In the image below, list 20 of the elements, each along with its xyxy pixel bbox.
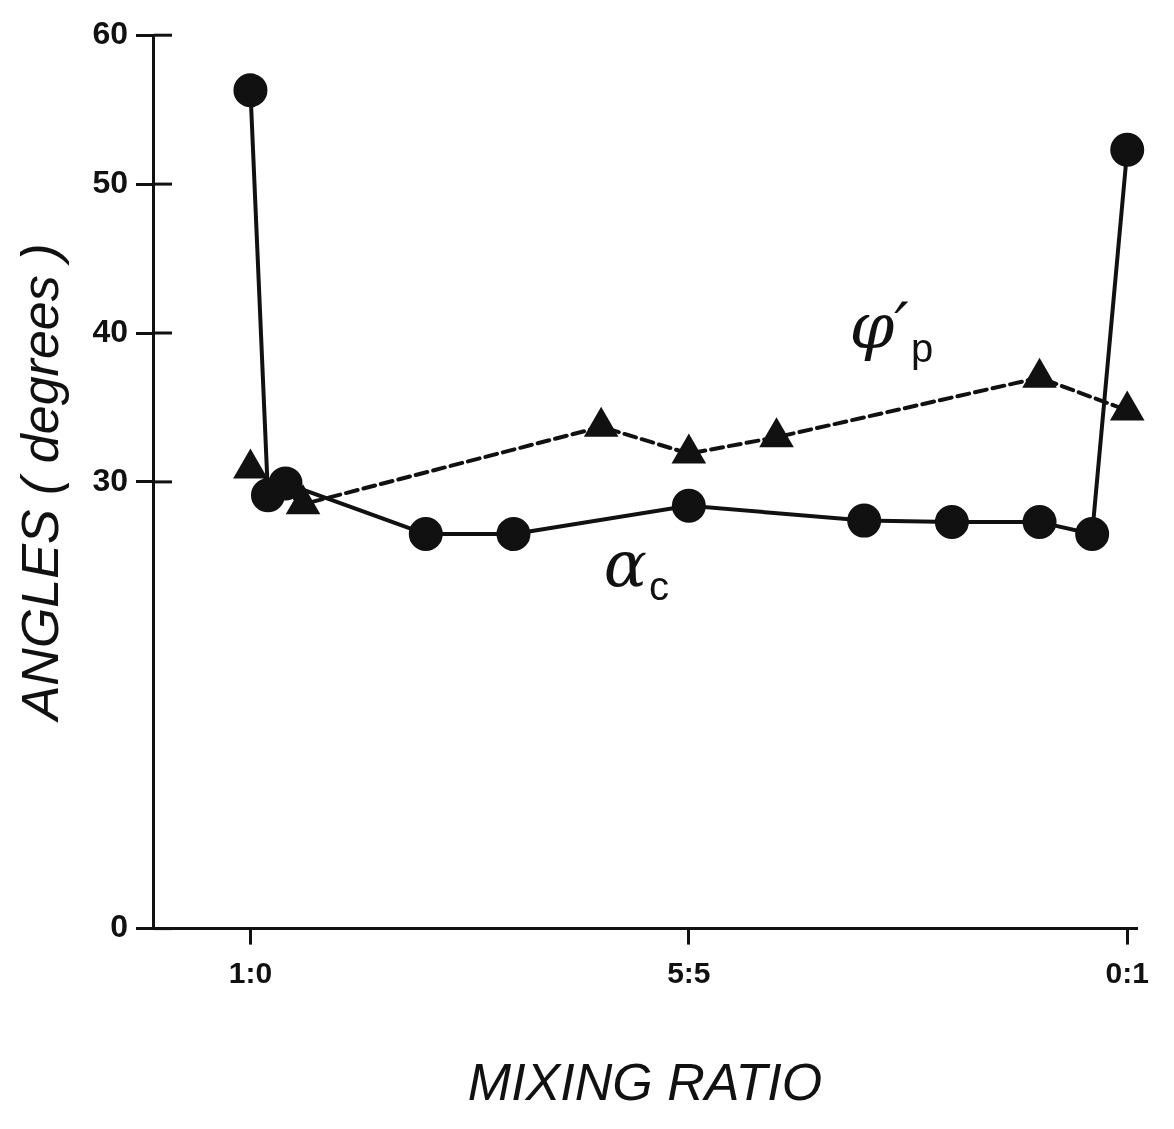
point xyxy=(671,488,706,523)
point xyxy=(934,505,969,540)
y-tick-label: 40 xyxy=(92,312,128,349)
x-tick-label: 1:0 xyxy=(228,955,273,989)
y-tick-label: 50 xyxy=(92,163,128,200)
x-tick-label: 5:5 xyxy=(667,955,711,989)
y-tick-label: 30 xyxy=(92,461,128,498)
point xyxy=(233,73,268,108)
point xyxy=(268,466,303,501)
point xyxy=(408,517,443,552)
point xyxy=(1110,132,1145,167)
point xyxy=(847,503,882,538)
x-tick-label: 0:1 xyxy=(1105,955,1149,989)
y-tick-label: 0 xyxy=(110,908,128,945)
x-axis-title: MIXING RATIO xyxy=(467,1053,823,1112)
point xyxy=(1075,517,1110,552)
y-tick-label: 60 xyxy=(92,15,128,52)
y-axis-title: ANGLES ( degrees ) xyxy=(10,243,69,724)
point xyxy=(496,517,531,552)
point xyxy=(1022,505,1057,540)
